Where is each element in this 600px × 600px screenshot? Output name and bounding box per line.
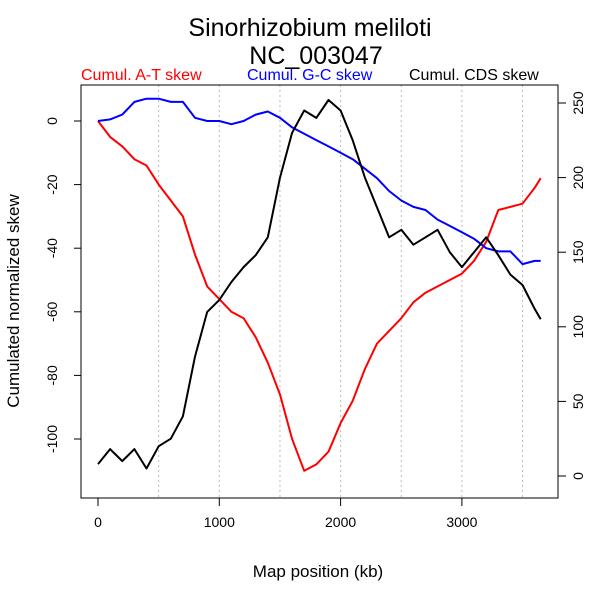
- legend-gc: Cumul. G-C skew: [247, 67, 373, 84]
- y-tick-label: 0: [44, 117, 60, 125]
- chart-title: Sinorhizobium meliloti: [188, 14, 431, 42]
- y-right-tick-label: 150: [570, 240, 586, 264]
- x-tick-label: 2000: [325, 514, 356, 530]
- plot-frame: [80, 84, 559, 499]
- y-tick-label: -80: [44, 365, 60, 385]
- y-right-tick-label: 250: [570, 91, 586, 115]
- y-tick-label: -40: [44, 238, 60, 258]
- series-line-cds: [97, 99, 542, 470]
- y-axis-label: Cumulated normalized skew: [4, 194, 23, 408]
- x-tick-label: 1000: [204, 514, 235, 530]
- y-right-tick-label: 100: [570, 315, 586, 339]
- series-line-gc: [97, 97, 541, 266]
- y-right-tick-label: 200: [570, 166, 586, 190]
- y-right-tick-label: 0: [570, 472, 586, 480]
- x-tick-label: 0: [94, 514, 102, 530]
- legend-cds: Cumul. CDS skew: [409, 67, 539, 84]
- y-tick-label: -20: [44, 174, 60, 194]
- chart-subtitle: NC_003047: [249, 42, 382, 70]
- y-tick-label: -60: [44, 301, 60, 321]
- legend-at: Cumul. A-T skew: [81, 67, 202, 84]
- x-axis-label: Map position (kb): [253, 562, 383, 581]
- y-tick-label: -100: [44, 425, 60, 453]
- y-right-tick-label: 50: [570, 393, 586, 409]
- x-tick-label: 3000: [446, 514, 477, 530]
- series-line-at: [97, 120, 542, 472]
